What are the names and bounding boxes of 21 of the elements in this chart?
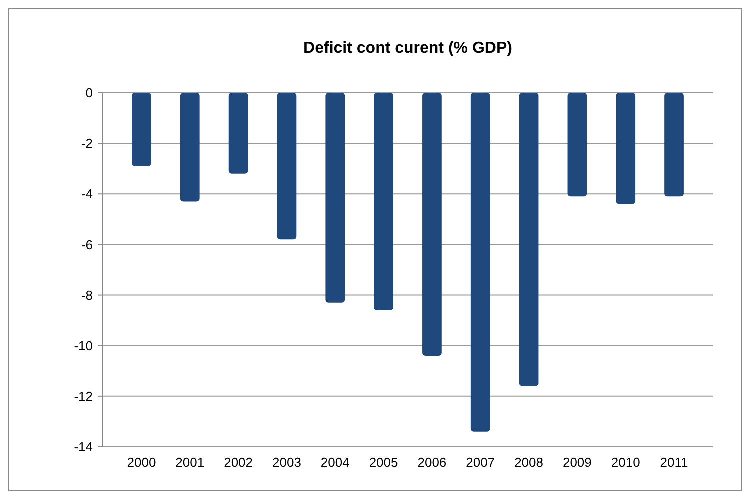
y-tick-label: 0 [86, 86, 93, 101]
x-tick-label: 2009 [562, 455, 592, 470]
y-tick-label: -14 [74, 440, 93, 455]
x-tick-label: 2003 [272, 455, 302, 470]
x-tick-label: 2005 [369, 455, 398, 470]
y-tick-label: -10 [74, 338, 93, 354]
x-tick-label: 2002 [224, 455, 254, 470]
y-tick-label: -6 [81, 237, 93, 252]
x-tick-label: 2000 [127, 455, 156, 470]
x-tick-label: 2004 [320, 455, 350, 470]
y-tick-label: -2 [81, 136, 93, 152]
chart-title: Deficit cont curent (% GDP) [304, 40, 512, 57]
y-tick-label: -4 [81, 186, 93, 202]
x-tick-label: 2010 [611, 455, 640, 470]
x-tick-label: 2006 [418, 455, 447, 470]
x-tick-label: 2007 [466, 455, 496, 470]
y-tick-label: -8 [81, 288, 93, 303]
y-tick-label: -12 [74, 388, 93, 404]
x-tick-label: 2008 [514, 455, 544, 470]
x-tick-label: 2011 [660, 455, 688, 470]
x-tick-label: 2001 [176, 455, 205, 470]
